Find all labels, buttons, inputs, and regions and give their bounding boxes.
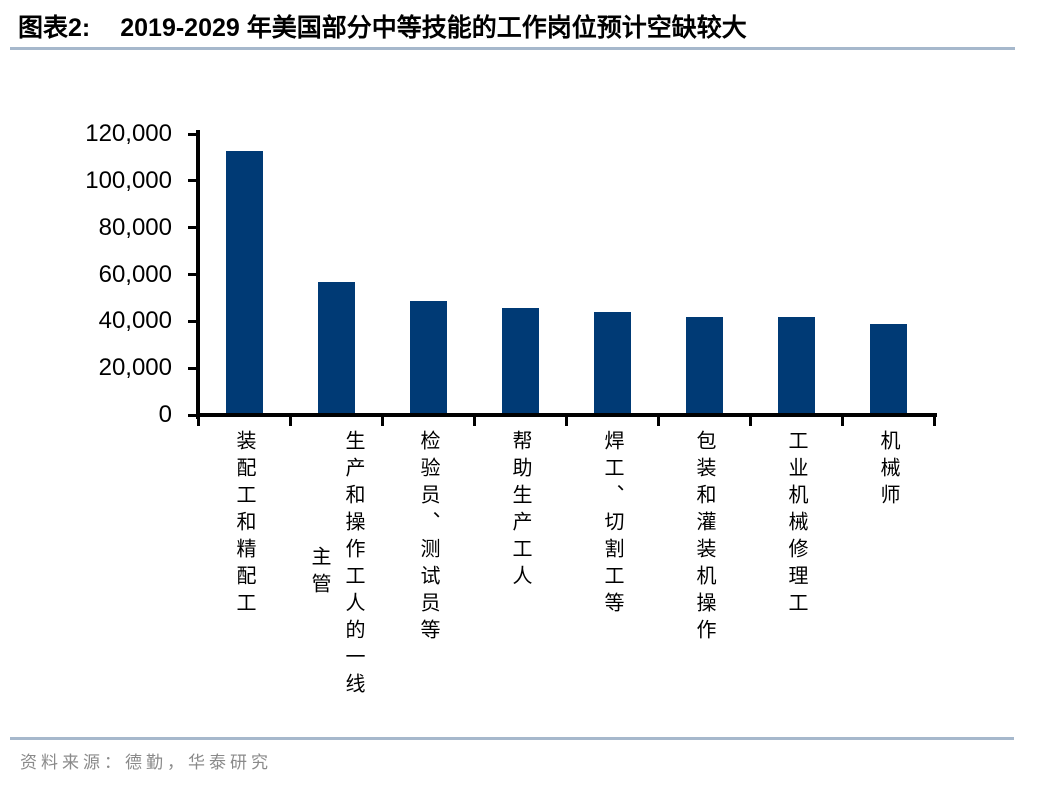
x-tick-mark <box>472 417 476 426</box>
bar-chart: 120,000 100,000 80,000 60,000 40,000 20,000 0 装… <box>0 60 1048 720</box>
category-label-text: 检验员、测试员等 <box>417 430 439 646</box>
category-label-text: 包装和灌装机操作 <box>693 430 715 646</box>
y-axis-line <box>196 130 200 419</box>
x-tick-mark <box>656 417 660 426</box>
x-tick-mark <box>564 417 568 426</box>
category-label-text: 焊工、切割工等 <box>601 430 623 619</box>
category-label-text: 机械师 <box>877 430 899 511</box>
x-tick-mark <box>748 417 752 426</box>
title-divider <box>10 47 1015 50</box>
y-tick-label: 0 <box>158 401 172 428</box>
figure-label: 图表2: <box>18 14 91 42</box>
x-tick-mark <box>840 417 844 426</box>
category-label: 机械师 <box>842 430 934 715</box>
y-tick-label: 20,000 <box>98 354 172 382</box>
y-tick-mark <box>188 132 198 136</box>
y-tick-mark <box>188 366 198 370</box>
x-tick-mark <box>288 417 292 426</box>
y-tick-label: 100,000 <box>85 166 172 194</box>
bar <box>685 317 723 413</box>
category-label-text: 装配工和精配工 <box>233 430 255 619</box>
source-text: 资料来源：德勤，华泰研究 <box>20 753 272 772</box>
category-label: 焊工、切割工等 <box>566 430 658 715</box>
bar <box>225 151 263 413</box>
y-tick-mark <box>188 319 198 323</box>
y-tick-label: 40,000 <box>98 307 172 335</box>
category-label: 装配工和精配工 <box>198 430 290 715</box>
y-tick-label: 80,000 <box>98 213 172 241</box>
x-tick-mark <box>196 417 200 426</box>
category-label-text: 生产和操作工人的一线 主管 <box>308 430 364 700</box>
y-tick-mark <box>188 179 198 183</box>
y-tick-label: 120,000 <box>85 120 172 147</box>
footer-divider <box>10 737 1014 740</box>
y-tick-mark <box>188 226 198 230</box>
y-tick-mark <box>188 413 198 417</box>
x-axis-line <box>196 413 937 417</box>
x-tick-mark <box>380 417 384 426</box>
x-tick-mark <box>932 417 936 426</box>
category-label: 生产和操作工人的一线 主管 <box>290 430 382 715</box>
figure-title: 2019-2029 年美国部分中等技能的工作岗位预计空缺较大 <box>120 14 747 42</box>
category-label-text: 工业机械修理工 <box>785 430 807 619</box>
bar <box>409 301 447 413</box>
figure-header: 图表2: 2019-2029 年美国部分中等技能的工作岗位预计空缺较大 <box>18 8 747 44</box>
bar <box>869 324 907 413</box>
y-tick-label: 60,000 <box>98 260 172 288</box>
category-label: 工业机械修理工 <box>750 430 842 715</box>
bar <box>317 282 355 413</box>
category-label: 帮助生产工人 <box>474 430 566 715</box>
bar <box>501 308 539 413</box>
bar <box>593 312 631 413</box>
category-label: 检验员、测试员等 <box>382 430 474 715</box>
category-label-text: 帮助生产工人 <box>509 430 531 592</box>
category-label: 包装和灌装机操作 <box>658 430 750 715</box>
bar <box>777 317 815 413</box>
y-tick-mark <box>188 273 198 276</box>
